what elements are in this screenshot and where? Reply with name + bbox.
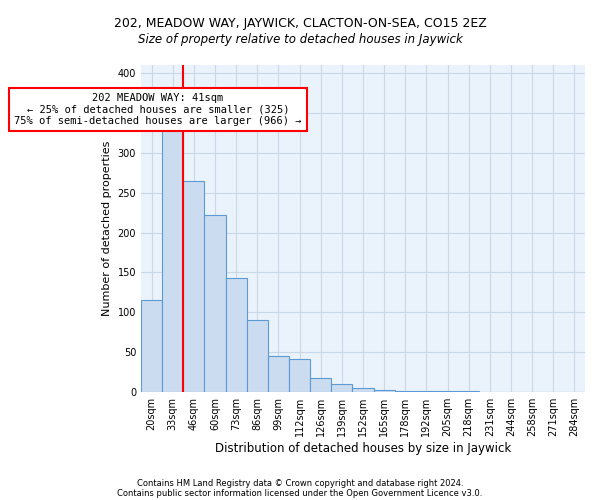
Bar (247, 320, 268, 392)
Bar (226, 278, 247, 392)
X-axis label: Distribution of detached houses by size in Jaywick: Distribution of detached houses by size … (215, 442, 511, 455)
Bar (374, 390, 395, 392)
Bar (162, 129, 184, 392)
Text: 202, MEADOW WAY, JAYWICK, CLACTON-ON-SEA, CO15 2EZ: 202, MEADOW WAY, JAYWICK, CLACTON-ON-SEA… (113, 18, 487, 30)
Bar (289, 358, 310, 392)
Bar (268, 356, 289, 392)
Bar (205, 215, 226, 392)
Text: Contains HM Land Registry data © Crown copyright and database right 2024.: Contains HM Land Registry data © Crown c… (137, 478, 463, 488)
Text: Size of property relative to detached houses in Jaywick: Size of property relative to detached ho… (137, 32, 463, 46)
Bar (141, 300, 162, 392)
Bar (331, 384, 352, 392)
Bar (352, 388, 374, 392)
Text: 202 MEADOW WAY: 41sqm
← 25% of detached houses are smaller (325)
75% of semi-det: 202 MEADOW WAY: 41sqm ← 25% of detached … (14, 93, 302, 126)
Bar (395, 390, 416, 392)
Bar (184, 180, 205, 392)
Text: Contains public sector information licensed under the Open Government Licence v3: Contains public sector information licen… (118, 488, 482, 498)
Y-axis label: Number of detached properties: Number of detached properties (102, 141, 112, 316)
Bar (310, 378, 331, 392)
